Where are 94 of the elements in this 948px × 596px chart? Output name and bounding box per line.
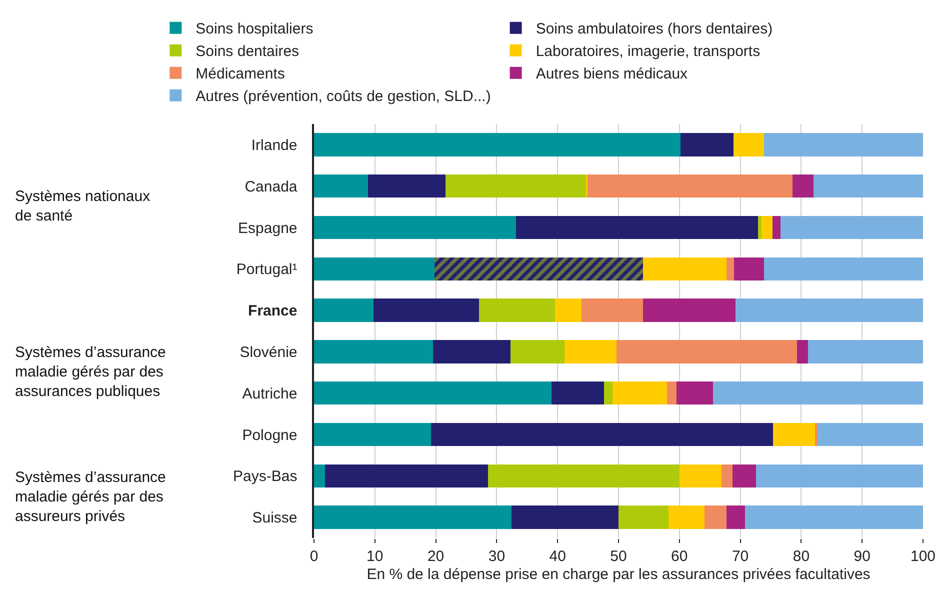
bar bbox=[368, 174, 446, 198]
bar bbox=[726, 257, 734, 280]
bar bbox=[676, 382, 713, 405]
bar bbox=[762, 216, 773, 240]
y-tick-label: Portugal¹ bbox=[236, 261, 298, 278]
bar bbox=[488, 464, 680, 488]
bar bbox=[434, 257, 643, 280]
bar bbox=[780, 216, 923, 240]
bar bbox=[479, 298, 556, 322]
bar bbox=[314, 464, 325, 488]
bar bbox=[758, 216, 762, 240]
bar bbox=[581, 298, 643, 322]
bar bbox=[430, 422, 774, 446]
bar bbox=[446, 174, 586, 198]
bar bbox=[564, 340, 617, 364]
bar bbox=[808, 340, 923, 364]
bar bbox=[510, 340, 564, 364]
bar bbox=[745, 506, 923, 529]
bar bbox=[792, 174, 814, 198]
y-tick-label: Canada bbox=[244, 178, 298, 196]
bar bbox=[314, 506, 512, 529]
bar bbox=[516, 216, 758, 240]
bar bbox=[773, 422, 816, 446]
x-tick-label: 40 bbox=[549, 548, 566, 565]
bar bbox=[721, 464, 732, 488]
y-tick-label: Autriche bbox=[242, 385, 298, 402]
bar bbox=[734, 133, 764, 156]
bar bbox=[756, 464, 923, 488]
bar bbox=[587, 174, 793, 198]
bar bbox=[642, 257, 726, 280]
x-axis-title: En % de la dépense prise en charge par les assurances privées facultatives bbox=[366, 566, 870, 583]
bar bbox=[764, 257, 923, 280]
bar bbox=[616, 340, 797, 364]
legend-label: Médicaments bbox=[196, 66, 285, 83]
bar bbox=[667, 382, 676, 405]
text: Systèmes nationaux de santé bbox=[15, 188, 151, 224]
bar bbox=[374, 298, 480, 322]
x-tick-label: 0 bbox=[310, 548, 318, 565]
bar bbox=[432, 340, 511, 364]
x-tick-label: 70 bbox=[732, 548, 749, 565]
bar bbox=[680, 133, 734, 156]
text: Systèmes d’assurance maladie gérés par des assureurs privés bbox=[15, 469, 166, 525]
bar bbox=[612, 382, 668, 405]
bar bbox=[813, 174, 923, 198]
bar bbox=[552, 382, 604, 405]
bar bbox=[764, 133, 923, 156]
y-tick-label: Pologne bbox=[242, 426, 298, 444]
x-tick-label: 10 bbox=[366, 548, 384, 565]
bar bbox=[704, 506, 726, 529]
bar bbox=[796, 340, 808, 364]
y-tick-label: Pays-Bas bbox=[233, 468, 298, 486]
x-tick-label: 80 bbox=[792, 548, 810, 565]
legend-label: Soins ambulatoires (hors dentaires) bbox=[536, 20, 773, 38]
bar bbox=[712, 382, 923, 405]
x-tick-label: 30 bbox=[488, 548, 506, 565]
x-tick-label: 100 bbox=[910, 548, 936, 565]
bar bbox=[314, 298, 374, 322]
y-tick-label: Irlande bbox=[251, 136, 298, 154]
bar bbox=[314, 174, 368, 198]
legend-label: Autres biens médicaux bbox=[536, 66, 688, 83]
bar bbox=[734, 257, 764, 280]
y-tick-label: Espagne bbox=[238, 220, 298, 237]
x-tick-label: 60 bbox=[671, 548, 688, 565]
bar bbox=[314, 216, 516, 240]
bar bbox=[314, 422, 431, 446]
bar bbox=[314, 340, 433, 364]
text: Systèmes d’assurance maladie gérés par des assurances publiques bbox=[15, 344, 166, 400]
y-tick-label: Suisse bbox=[252, 510, 298, 527]
legend-label: Soins hospitaliers bbox=[196, 20, 314, 38]
bar bbox=[618, 506, 668, 529]
legend-label: Autres (prévention, coûts de gestion, SLD...) bbox=[196, 88, 491, 106]
y-tick-label: France bbox=[248, 302, 298, 320]
x-tick-label: 20 bbox=[427, 548, 444, 565]
bar bbox=[815, 422, 818, 446]
x-tick-label: 90 bbox=[854, 548, 870, 565]
bar bbox=[726, 506, 746, 529]
bar bbox=[314, 257, 435, 280]
bar bbox=[324, 464, 488, 488]
bar bbox=[679, 464, 722, 488]
bar bbox=[772, 216, 780, 240]
bar bbox=[818, 422, 923, 446]
legend-label: Laboratoires, imagerie, transports bbox=[536, 43, 760, 60]
x-tick-label: 50 bbox=[610, 548, 627, 565]
bar bbox=[732, 464, 756, 488]
bar bbox=[668, 506, 704, 529]
bar bbox=[555, 298, 582, 322]
bar bbox=[642, 298, 736, 322]
y-tick-label: Slovénie bbox=[240, 344, 298, 361]
bar bbox=[314, 382, 552, 405]
legend-label: Soins dentaires bbox=[196, 43, 300, 60]
bar bbox=[735, 298, 923, 322]
bar bbox=[604, 382, 612, 405]
bar bbox=[511, 506, 618, 529]
bar bbox=[314, 133, 681, 156]
